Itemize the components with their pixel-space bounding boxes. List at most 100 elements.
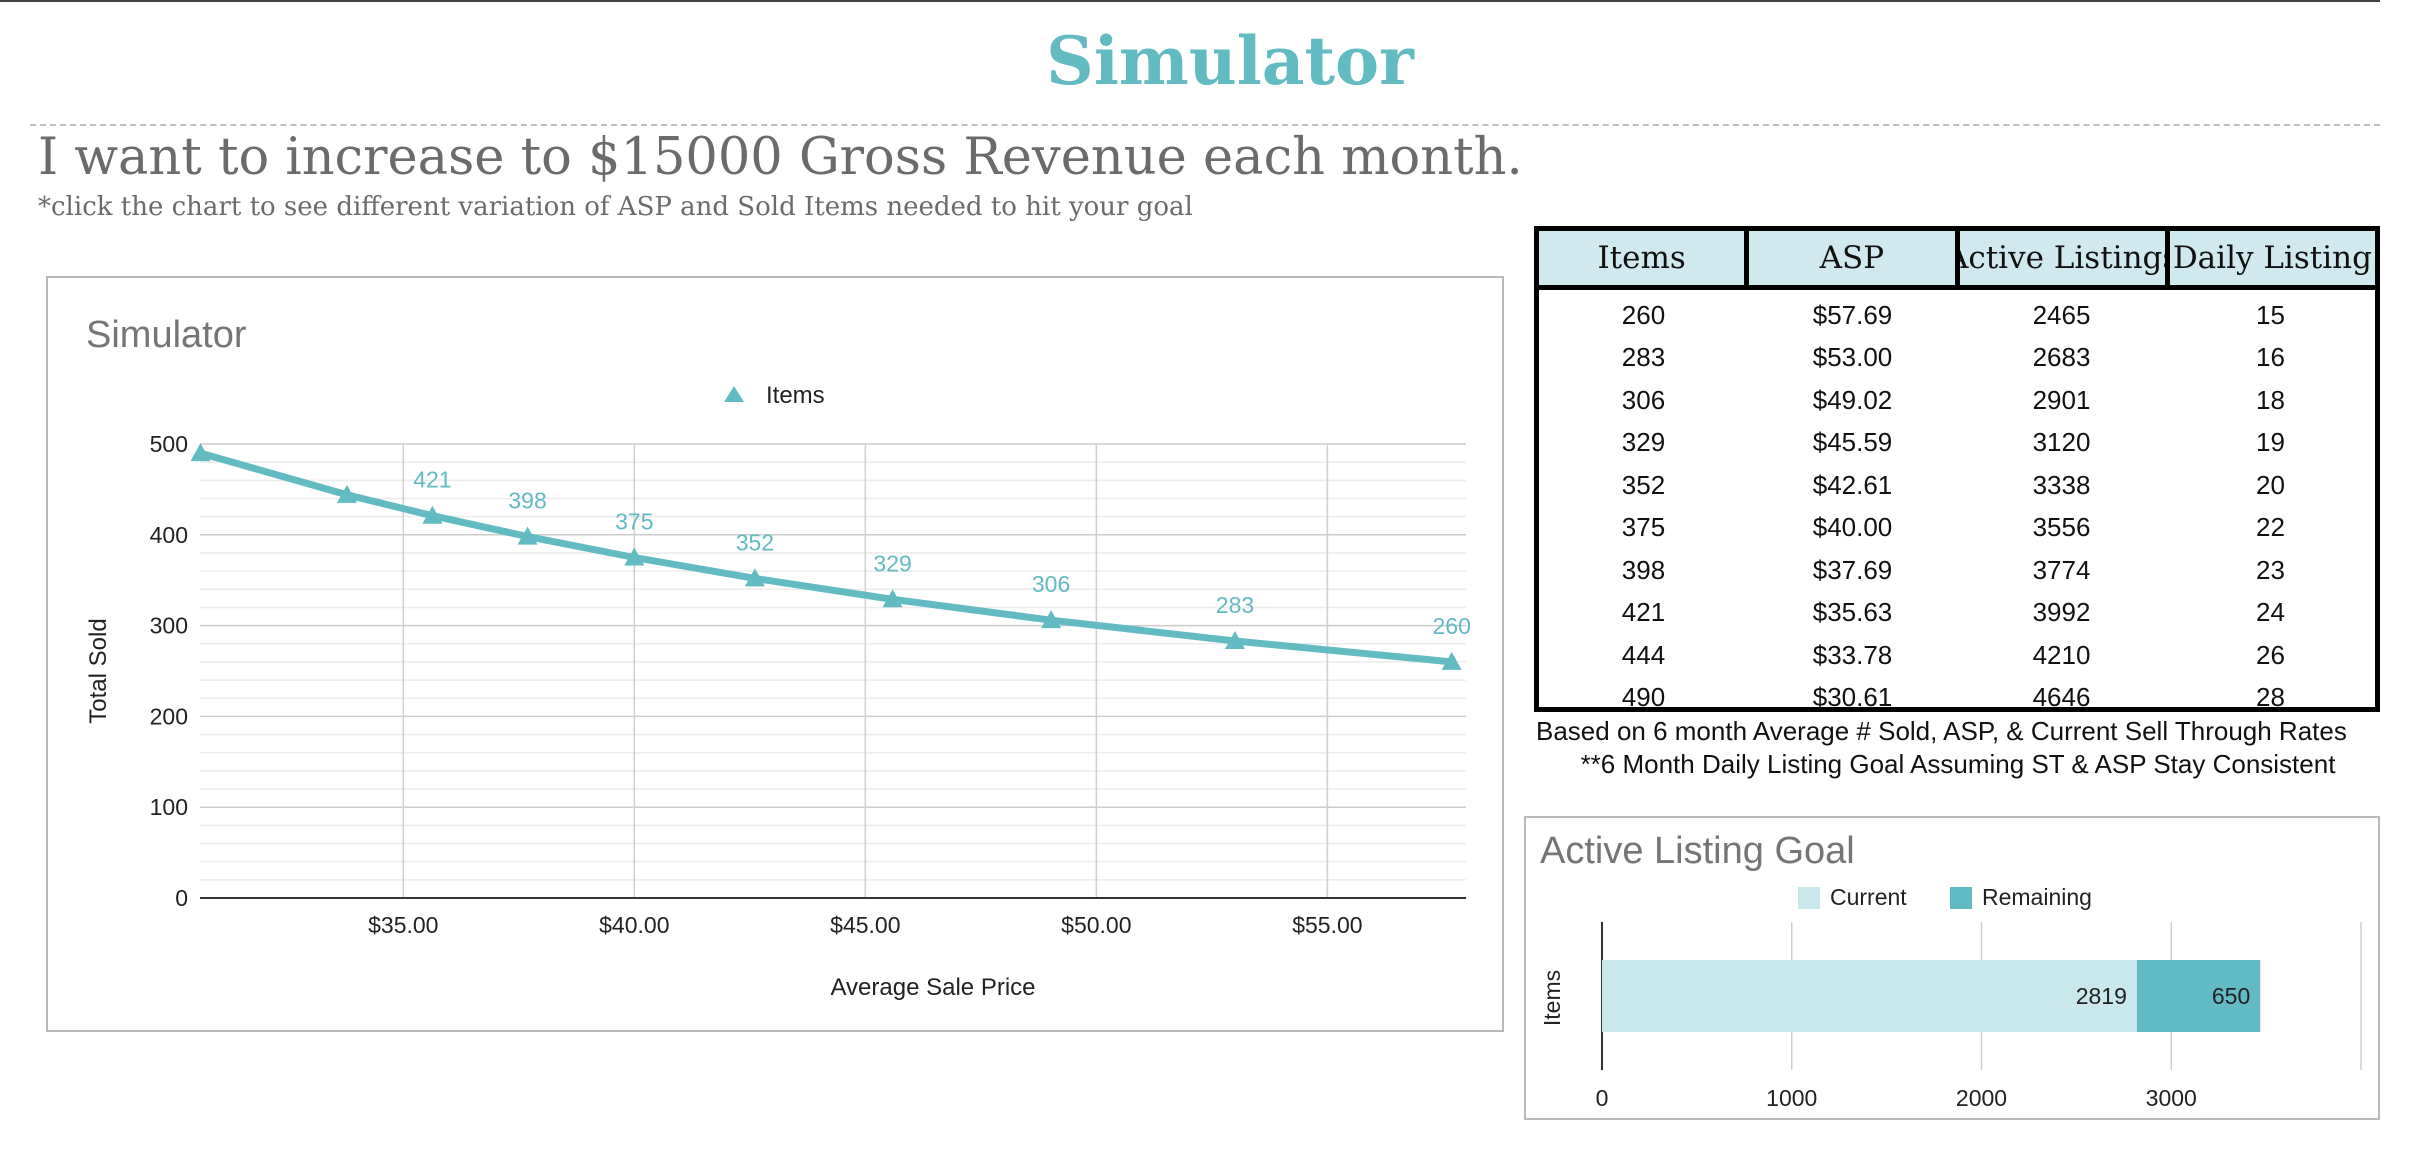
y-tick-label: 0 — [175, 885, 188, 911]
chart-title: Simulator — [86, 314, 247, 356]
listing-goal-note: **6 Month Daily Listing Goal Assuming ST… — [1580, 749, 2336, 779]
cell-items: 421 — [1621, 597, 1666, 628]
data-point-triangle — [1224, 631, 1245, 650]
cell-daily-listing: 23 — [2256, 554, 2285, 585]
y-tick-label: 400 — [150, 522, 188, 548]
data-label: 421 — [413, 467, 451, 493]
data-point-triangle — [624, 547, 645, 566]
cell-asp: $57.69 — [1812, 299, 1893, 330]
table-row: 421 $35.63 3992 24 — [1539, 592, 2375, 635]
cell-daily-listing: 26 — [2256, 639, 2285, 670]
table-header-row: Items ASP Active Listings Daily Listing — [1539, 231, 2375, 290]
legend-label-items: Items — [766, 382, 825, 409]
table-row: 490 $30.61 4646 28 — [1539, 677, 2375, 720]
table-row: 444 $33.78 4210 26 — [1539, 634, 2375, 677]
minor-gridlines — [200, 461, 1466, 881]
cell-asp: $40.00 — [1812, 512, 1893, 543]
data-point-triangle — [190, 443, 211, 462]
cell-asp: $30.61 — [1812, 682, 1893, 713]
y-tick-label: 100 — [150, 794, 188, 820]
cell-items: 375 — [1621, 512, 1666, 543]
x-tick-label: $40.00 — [599, 912, 669, 938]
simulator-chart[interactable]: Simulator Items 0 100 200 300 400 500 $35.00 $40.… — [46, 276, 1504, 1032]
cell-asp: $35.63 — [1812, 597, 1893, 628]
cell-daily-listing: 24 — [2256, 597, 2285, 628]
variation-table: Items ASP Active Listings Daily Listing … — [1534, 226, 2380, 712]
cell-items: 329 — [1621, 427, 1666, 458]
title-divider — [30, 124, 2380, 126]
cell-asp: $45.59 — [1812, 427, 1893, 458]
data-source-note: Based on 6 month Average # Sold, ASP, & … — [1536, 716, 2347, 746]
cell-active-listings: 3120 — [2032, 427, 2091, 458]
data-point-triangle — [1041, 610, 1062, 629]
table-row: 306 $49.02 2901 18 — [1539, 379, 2375, 422]
x-tick-label: $45.00 — [830, 912, 900, 938]
x-tick-label: 2000 — [1956, 1085, 2007, 1111]
table-row: 260 $57.69 2465 15 — [1539, 294, 2375, 337]
cell-daily-listing: 15 — [2256, 299, 2285, 330]
cell-daily-listing: 28 — [2256, 682, 2285, 713]
y-axis-label: Items — [1539, 970, 1565, 1026]
cell-daily-listing: 22 — [2256, 512, 2285, 543]
y-axis-label: Total Sold — [85, 618, 112, 723]
data-point-triangle — [422, 505, 443, 524]
cell-active-listings: 3774 — [2032, 554, 2091, 585]
column-header-asp: ASP — [1749, 231, 1960, 285]
cell-daily-listing: 18 — [2256, 384, 2285, 415]
data-label: 329 — [873, 550, 911, 576]
cell-items: 398 — [1621, 554, 1666, 585]
legend-triangle-icon — [724, 386, 744, 402]
cell-active-listings: 3992 — [2032, 597, 2091, 628]
bar-segment-current — [1602, 960, 2137, 1032]
cell-asp: $42.61 — [1812, 469, 1893, 500]
cell-items: 444 — [1621, 639, 1666, 670]
x-tick-label: 0 — [1596, 1085, 1609, 1111]
table-row: 283 $53.00 2683 16 — [1539, 337, 2375, 380]
data-label: 398 — [508, 488, 546, 514]
simulator-chart-canvas[interactable]: Simulator Items 0 100 200 300 400 500 $35.00 $40.… — [48, 278, 1506, 1034]
table-body: 260 $57.69 2465 15 283 $53.00 2683 16 306 $49.02 2… — [1539, 290, 2375, 719]
table-row: 375 $40.00 3556 22 — [1539, 507, 2375, 550]
cell-active-listings: 2465 — [2032, 299, 2091, 330]
data-label: 352 — [736, 529, 774, 555]
cell-items: 260 — [1621, 299, 1666, 330]
legend-swatch-current — [1798, 887, 1820, 909]
legend-swatch-remaining — [1950, 887, 1972, 909]
x-tick-label: $35.00 — [368, 912, 438, 938]
cell-asp: $49.02 — [1812, 384, 1893, 415]
cell-active-listings: 3556 — [2032, 512, 2091, 543]
data-label: 375 — [615, 509, 653, 535]
x-tick-label: $50.00 — [1061, 912, 1131, 938]
goal-headline: I want to increase to $15000 Gross Reven… — [38, 128, 1523, 187]
active-listing-goal-chart[interactable]: Active Listing Goal Current Remaining 0 1000… — [1524, 816, 2380, 1120]
legend-label-remaining: Remaining — [1982, 884, 2092, 910]
cell-active-listings: 3338 — [2032, 469, 2091, 500]
y-tick-label: 500 — [150, 431, 188, 457]
data-point-triangle — [336, 484, 357, 503]
active-listing-goal-canvas[interactable]: Active Listing Goal Current Remaining 0 1000… — [1526, 818, 2382, 1122]
bar-label-current: 2819 — [2076, 983, 2127, 1009]
legend-label-current: Current — [1830, 884, 1907, 910]
column-header-active-listings: Active Listings — [1959, 231, 2170, 285]
table-row: 398 $37.69 3774 23 — [1539, 549, 2375, 592]
cell-asp: $33.78 — [1812, 639, 1893, 670]
x-tick-label: 1000 — [1766, 1085, 1817, 1111]
cell-daily-listing: 16 — [2256, 342, 2285, 373]
cell-asp: $37.69 — [1812, 554, 1893, 585]
data-point-triangle — [744, 568, 765, 587]
cell-items: 490 — [1621, 682, 1666, 713]
x-tick-label: $55.00 — [1292, 912, 1362, 938]
data-point-triangle — [517, 526, 538, 545]
x-tick-label: 3000 — [2146, 1085, 2197, 1111]
chart-instructions: *click the chart to see different variat… — [38, 192, 1193, 222]
cell-active-listings: 4646 — [2032, 682, 2091, 713]
data-label: 306 — [1032, 571, 1070, 597]
table-row: 352 $42.61 3338 20 — [1539, 464, 2375, 507]
cell-daily-listing: 20 — [2256, 469, 2285, 500]
cell-active-listings: 2901 — [2032, 384, 2091, 415]
cell-items: 352 — [1621, 469, 1666, 500]
page-title: Simulator — [1046, 22, 1414, 100]
y-tick-label: 200 — [150, 703, 188, 729]
column-header-daily-listing: Daily Listing — [2169, 231, 2375, 285]
data-point-triangle — [882, 589, 903, 608]
